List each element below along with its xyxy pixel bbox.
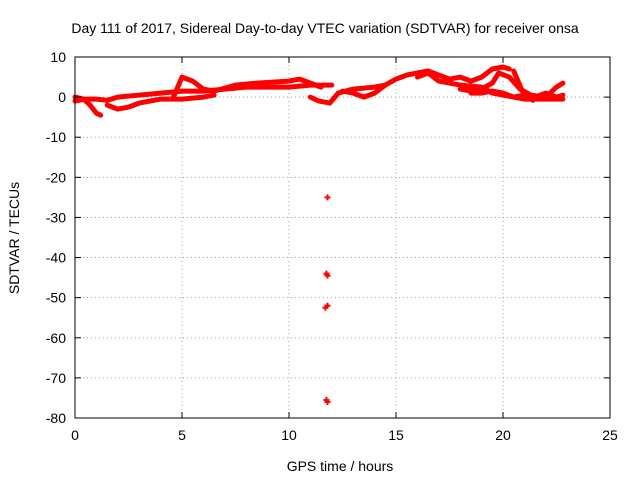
grid-lines [75, 57, 610, 418]
y-tick-label: -80 [46, 410, 66, 426]
x-tick-label: 0 [71, 427, 79, 443]
data-point [324, 398, 331, 405]
data-point [324, 272, 331, 279]
x-tick-label: 25 [602, 427, 618, 443]
data-point [324, 194, 331, 201]
x-tick-label: 10 [281, 427, 297, 443]
y-tick-label: -30 [46, 209, 66, 225]
data-point [324, 302, 331, 309]
y-tick-label: -20 [46, 169, 66, 185]
y-axis-label: SDTVAR / TECUs [6, 182, 22, 294]
data-series [72, 64, 566, 405]
plot-frame [74, 56, 611, 419]
y-axis-ticks: 10 0 -10 -20 -30 -40 -50 -60 -70 -80 [46, 49, 610, 426]
data-track [307, 82, 388, 106]
data-track [457, 70, 566, 100]
y-tick-label: -60 [46, 330, 66, 346]
x-tick-label: 20 [495, 427, 511, 443]
data-track [511, 68, 536, 103]
x-tick-label: 15 [388, 427, 404, 443]
y-tick-label: -40 [46, 250, 66, 266]
y-tick-label: 0 [58, 89, 66, 105]
x-axis-label: GPS time / hours [287, 458, 394, 474]
x-tick-label: 5 [178, 427, 186, 443]
y-tick-label: -10 [46, 129, 66, 145]
y-tick-label: -50 [46, 290, 66, 306]
y-tick-label: 10 [50, 49, 66, 65]
data-track [468, 88, 566, 102]
data-track [104, 92, 217, 112]
data-track [72, 82, 335, 104]
data-track [170, 74, 324, 100]
y-tick-label: -70 [46, 370, 66, 386]
x-axis-ticks: 0 5 10 15 20 25 [71, 57, 618, 443]
chart-title: Day 111 of 2017, Sidereal Day-to-day VTE… [71, 20, 579, 36]
